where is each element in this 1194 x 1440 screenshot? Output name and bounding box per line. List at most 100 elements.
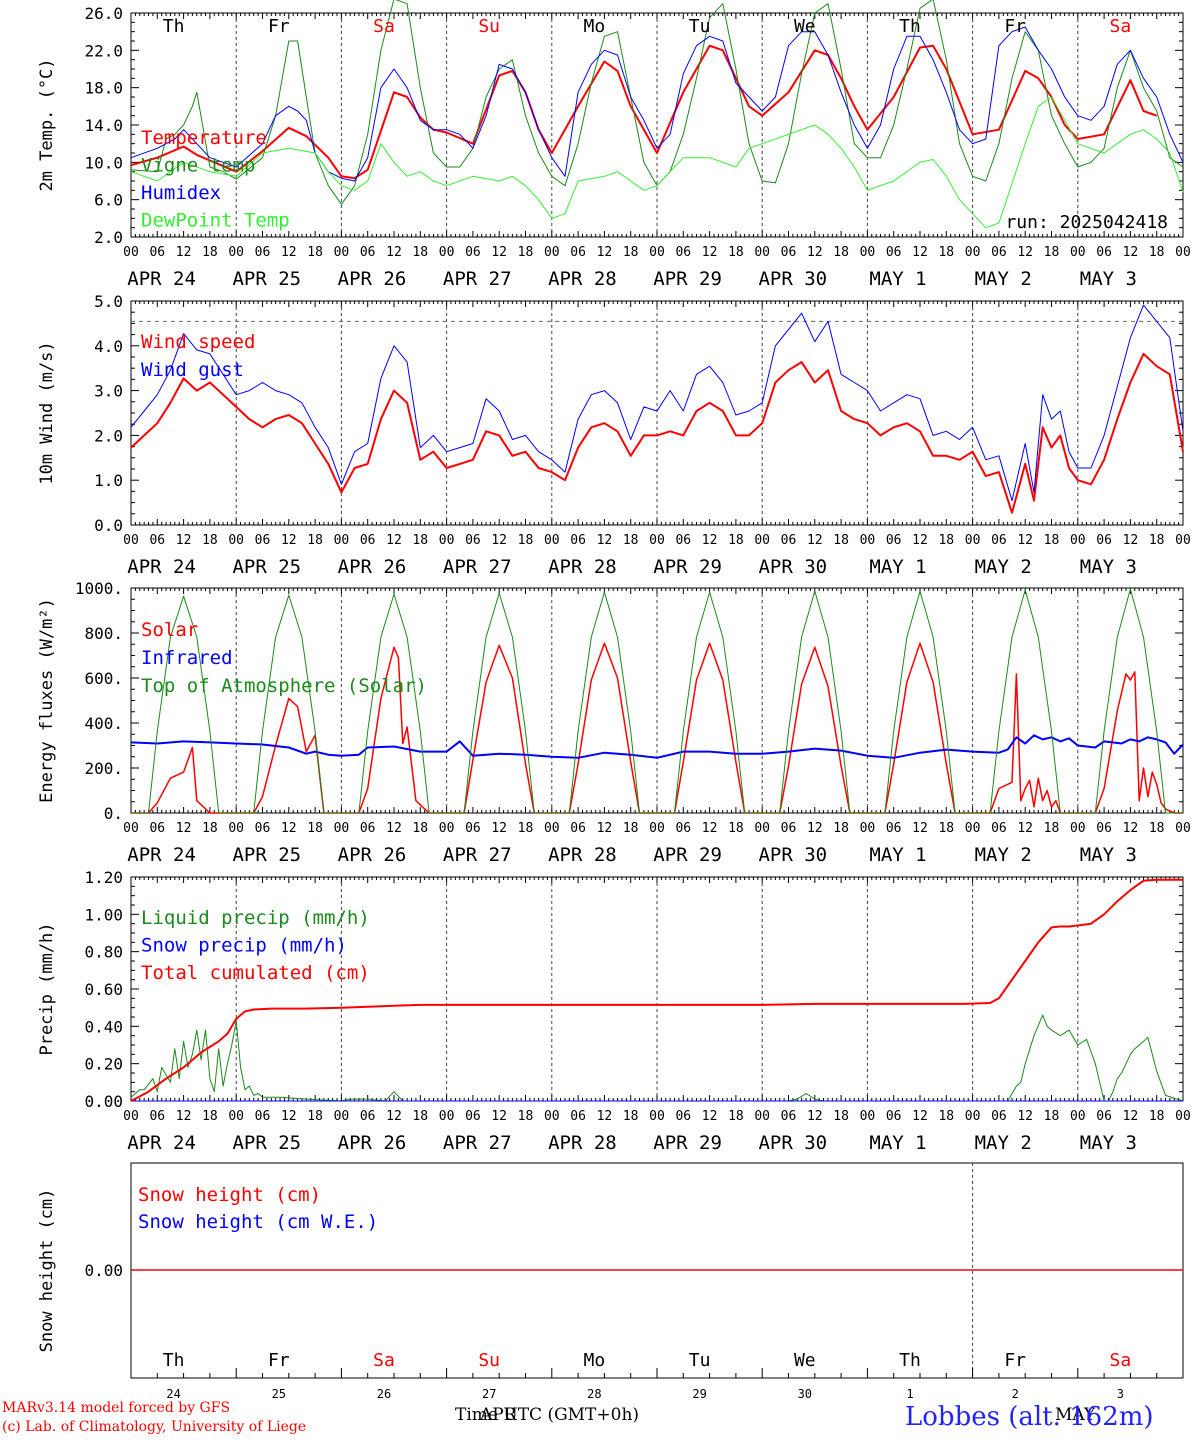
day-number-label: 27 — [482, 1387, 496, 1401]
hour-tick-label: 18 — [938, 821, 954, 836]
hour-tick-label: 12 — [491, 1109, 507, 1124]
y-tick-label: 0.60 — [84, 980, 123, 999]
hour-tick-label: 12 — [807, 533, 823, 548]
day-number-label: 28 — [587, 1387, 601, 1401]
hour-tick-label: 12 — [1017, 245, 1033, 260]
hour-tick-label: 18 — [1044, 533, 1060, 548]
legend-entry: Temperature — [141, 127, 267, 149]
legend-entry: Snow height (cm W.E.) — [138, 1211, 378, 1233]
date-label: APR 26 — [338, 844, 407, 866]
date-label: APR 27 — [443, 556, 512, 578]
hour-tick-label: 12 — [1017, 821, 1033, 836]
y-tick-label: 600. — [84, 669, 123, 688]
hour-tick-label: 12 — [702, 821, 718, 836]
hour-tick-label: 18 — [412, 821, 428, 836]
series-humidex — [130, 26, 1184, 182]
hour-tick-label: 18 — [728, 821, 744, 836]
hour-tick-label: 06 — [149, 245, 165, 260]
day-name-label: Sa — [373, 1350, 395, 1371]
hour-tick-label: 00 — [860, 1109, 876, 1124]
date-label: APR 27 — [443, 844, 512, 866]
hour-tick-label: 06 — [781, 821, 797, 836]
hour-tick-label: 00 — [1175, 245, 1191, 260]
hour-tick-label: 00 — [965, 1109, 981, 1124]
date-label: APR 29 — [653, 844, 722, 866]
hour-tick-label: 00 — [334, 245, 350, 260]
hour-tick-label: 12 — [807, 245, 823, 260]
hour-tick-label: 00 — [965, 821, 981, 836]
hour-tick-label: 06 — [675, 533, 691, 548]
series-top-of-atmosphere-solar- — [131, 588, 1183, 814]
hour-tick-label: 06 — [1096, 1109, 1112, 1124]
hour-tick-label: 06 — [886, 245, 902, 260]
hour-tick-label: 12 — [281, 533, 297, 548]
hour-tick-label: 18 — [307, 245, 323, 260]
date-label: APR 30 — [758, 268, 827, 290]
date-label: APR 25 — [232, 268, 301, 290]
y-tick-label: 22.0 — [84, 41, 123, 60]
hour-tick-label: 12 — [702, 1109, 718, 1124]
hour-tick-label: 12 — [912, 821, 928, 836]
date-label: MAY 1 — [869, 268, 926, 290]
hour-tick-label: 18 — [833, 821, 849, 836]
y-tick-label: 0.0 — [94, 516, 123, 535]
y-axis-label: Snow height (cm) — [37, 1189, 57, 1353]
hour-tick-label: 06 — [149, 533, 165, 548]
hour-tick-label: 12 — [491, 245, 507, 260]
legend-entry: Snow height (cm) — [138, 1184, 321, 1206]
y-tick-label: 14.0 — [84, 116, 123, 135]
hour-tick-label: 00 — [228, 245, 244, 260]
hour-tick-label: 06 — [570, 245, 586, 260]
day-name-label: Tu — [689, 16, 711, 37]
y-tick-label: 1.00 — [84, 905, 123, 924]
day-number-label: 1 — [906, 1387, 913, 1401]
y-tick-label: 4.0 — [94, 337, 123, 356]
hour-tick-label: 12 — [912, 245, 928, 260]
day-name-label: We — [794, 16, 816, 37]
hour-tick-label: 12 — [176, 821, 192, 836]
hour-tick-label: 06 — [886, 821, 902, 836]
hour-tick-label: 00 — [228, 821, 244, 836]
hour-tick-label: 00 — [860, 821, 876, 836]
hour-tick-label: 06 — [886, 1109, 902, 1124]
run-label: run: 2025042418 — [1005, 212, 1168, 233]
date-label: APR 26 — [338, 1132, 407, 1154]
hour-tick-label: 12 — [1123, 821, 1139, 836]
hour-tick-label: 00 — [439, 245, 455, 260]
hour-tick-label: 00 — [334, 533, 350, 548]
hour-tick-label: 18 — [1044, 821, 1060, 836]
date-label: APR 29 — [653, 1132, 722, 1154]
y-tick-label: 2.0 — [94, 228, 123, 247]
time-axis-label: Time UTC (GMT+0h) — [455, 1405, 640, 1425]
date-label: APR 28 — [548, 268, 617, 290]
panel-wind: 0.0 1.0 2.0 3.0 4.0 5.0 10m Wind (m/s) Wind spe… — [37, 292, 1191, 578]
y-tick-label: 18.0 — [84, 79, 123, 98]
series-wind-gust — [130, 304, 1184, 502]
hour-tick-label: 12 — [491, 533, 507, 548]
hour-tick-label: 00 — [965, 245, 981, 260]
date-label: APR 29 — [653, 556, 722, 578]
hour-tick-label: 12 — [281, 821, 297, 836]
hour-tick-label: 00 — [1070, 821, 1086, 836]
date-label: APR 24 — [127, 268, 196, 290]
y-axis-label: Precip (mm/h) — [37, 922, 57, 1055]
hour-tick-label: 18 — [518, 1109, 534, 1124]
hour-tick-label: 00 — [1175, 1109, 1191, 1124]
hour-tick-label: 00 — [228, 533, 244, 548]
hour-tick-label: 00 — [860, 533, 876, 548]
hour-tick-label: 06 — [255, 821, 271, 836]
hour-tick-label: 12 — [176, 533, 192, 548]
series-vigne-temp — [130, 0, 1184, 205]
hour-tick-label: 18 — [1044, 245, 1060, 260]
hour-tick-label: 06 — [360, 533, 376, 548]
hour-tick-label: 12 — [912, 533, 928, 548]
date-label: APR 27 — [443, 1132, 512, 1154]
hour-tick-label: 12 — [386, 1109, 402, 1124]
date-label: APR 27 — [443, 268, 512, 290]
hour-tick-label: 18 — [518, 245, 534, 260]
hour-tick-label: 18 — [833, 1109, 849, 1124]
hour-tick-label: 12 — [912, 1109, 928, 1124]
hour-tick-label: 06 — [991, 821, 1007, 836]
y-axis-label: 2m Temp. (°C) — [37, 58, 57, 191]
